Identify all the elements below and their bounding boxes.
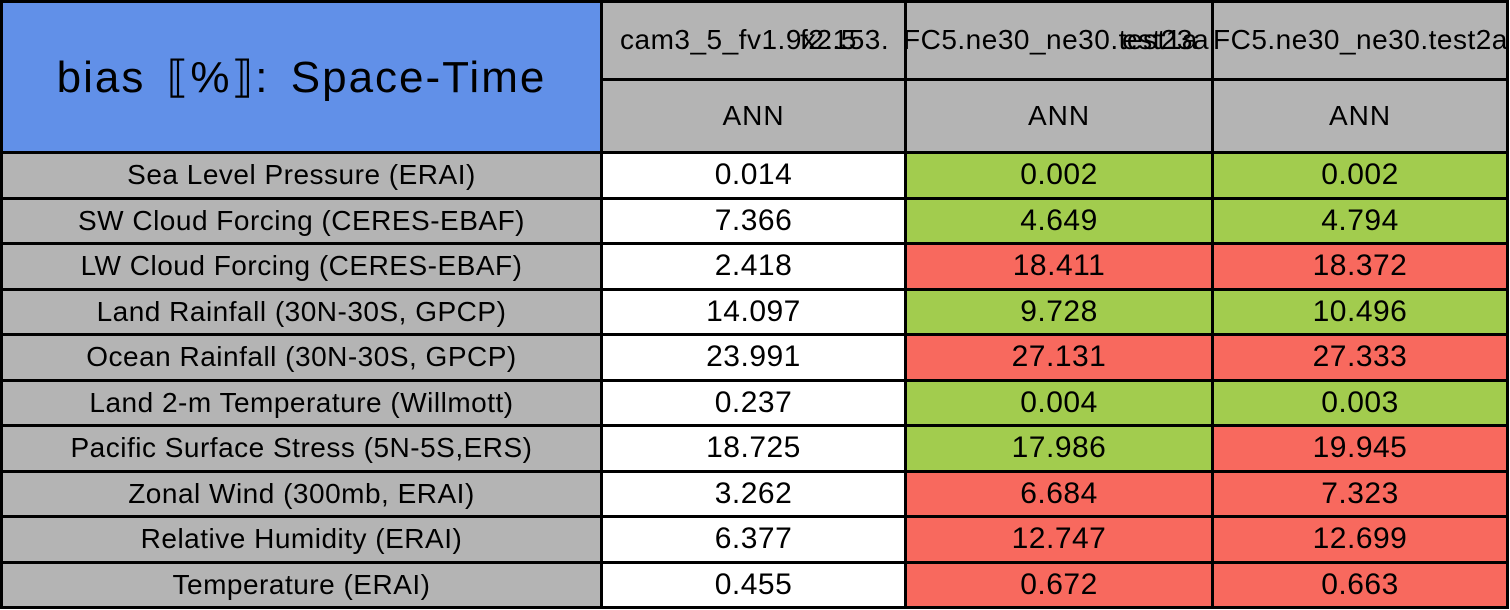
row-label: Land Rainfall (30N-30S, GPCP) <box>96 295 507 327</box>
value-cell: 10.496 <box>1214 290 1506 333</box>
value-cell: 0.002 <box>907 154 1211 197</box>
header-case-cell-2 <box>907 3 1211 78</box>
cell-value: 14.097 <box>706 294 801 328</box>
row-label: Sea Level Pressure (ERAI) <box>127 159 476 191</box>
cell-value: 27.333 <box>1312 340 1408 374</box>
value-cell: 3.262 <box>603 472 904 515</box>
header-season-cell-1: ANN <box>603 81 904 151</box>
cell-value: 6.377 <box>714 522 793 556</box>
value-cell: 7.366 <box>603 199 904 242</box>
value-cell: 7.323 <box>1214 472 1506 515</box>
value-cell: 9.728 <box>907 290 1211 333</box>
row-label: SW Cloud Forcing (CERES-EBAF) <box>77 204 526 236</box>
row-label-cell: Relative Humidity (ERAI) <box>3 518 600 561</box>
cell-value: 0.672 <box>1020 567 1098 601</box>
cell-value: 10.496 <box>1312 294 1408 328</box>
cell-value: 12.699 <box>1312 522 1408 556</box>
row-label-cell: Temperature (ERAI) <box>3 563 600 606</box>
value-cell: 0.672 <box>907 563 1211 606</box>
cell-value: 0.663 <box>1321 567 1399 601</box>
row-label-cell: SW Cloud Forcing (CERES-EBAF) <box>3 199 600 242</box>
cell-value: 18.725 <box>706 431 801 465</box>
row-label: Temperature (ERAI) <box>172 568 431 600</box>
value-cell: 19.945 <box>1214 427 1506 470</box>
value-cell: 12.747 <box>907 518 1211 561</box>
cell-value: 18.372 <box>1312 249 1408 283</box>
season-label: ANN <box>1027 100 1091 131</box>
cell-value: 7.323 <box>1321 476 1399 510</box>
row-label: Ocean Rainfall (30N-30S, GPCP) <box>86 341 517 373</box>
table-title: bias ⟦%⟧: Space-Time <box>56 52 547 102</box>
row-label-cell: Pacific Surface Stress (5N-5S,ERS) <box>3 427 600 470</box>
row-label-cell: Sea Level Pressure (ERAI) <box>3 154 600 197</box>
header-case-cell-3 <box>1214 3 1506 78</box>
value-cell: 17.986 <box>907 427 1211 470</box>
value-cell: 23.991 <box>603 336 904 379</box>
header-season-cell-2: ANN <box>907 81 1211 151</box>
value-cell: 4.794 <box>1214 199 1506 242</box>
value-cell: 0.002 <box>1214 154 1506 197</box>
row-label: Pacific Surface Stress (5N-5S,ERS) <box>70 432 533 464</box>
row-label-cell: Land Rainfall (30N-30S, GPCP) <box>3 290 600 333</box>
cell-value: 12.747 <box>1011 522 1107 556</box>
cell-value: 0.004 <box>1020 385 1098 419</box>
value-cell: 18.411 <box>907 245 1211 288</box>
row-label-cell: LW Cloud Forcing (CERES-EBAF) <box>3 245 600 288</box>
cell-value: 3.262 <box>714 476 793 510</box>
value-cell: 6.377 <box>603 518 904 561</box>
row-label: Relative Humidity (ERAI) <box>140 523 463 555</box>
cell-value: 19.945 <box>1312 431 1408 465</box>
row-label: LW Cloud Forcing (CERES-EBAF) <box>80 250 523 282</box>
value-cell: 0.014 <box>603 154 904 197</box>
row-label-cell: Zonal Wind (300mb, ERAI) <box>3 472 600 515</box>
row-label-cell: Ocean Rainfall (30N-30S, GPCP) <box>3 336 600 379</box>
value-cell: 27.333 <box>1214 336 1506 379</box>
value-cell: 14.097 <box>603 290 904 333</box>
value-cell: 18.725 <box>603 427 904 470</box>
cell-value: 17.986 <box>1011 431 1107 465</box>
cell-value: 27.131 <box>1011 340 1107 374</box>
value-cell: 27.131 <box>907 336 1211 379</box>
cell-value: 9.728 <box>1020 294 1098 328</box>
value-cell: 4.649 <box>907 199 1211 242</box>
value-cell: 18.372 <box>1214 245 1506 288</box>
row-label: Land 2-m Temperature (Willmott) <box>89 386 514 418</box>
season-label: ANN <box>1328 100 1392 131</box>
cell-value: 0.237 <box>714 385 793 419</box>
header-case-cell-1 <box>603 3 904 78</box>
value-cell: 2.418 <box>603 245 904 288</box>
value-cell: 12.699 <box>1214 518 1506 561</box>
cell-value: 7.366 <box>714 203 793 237</box>
cell-value: 2.418 <box>714 249 793 283</box>
row-label: Zonal Wind (300mb, ERAI) <box>128 477 475 509</box>
header-season-cell-3: ANN <box>1214 81 1506 151</box>
cell-value: 0.003 <box>1321 385 1399 419</box>
cell-value: 0.002 <box>1020 158 1098 192</box>
table-title-cell: bias ⟦%⟧: Space-Time <box>3 3 600 151</box>
cell-value: 6.684 <box>1020 476 1098 510</box>
value-cell: 6.684 <box>907 472 1211 515</box>
cell-value: 0.455 <box>714 567 793 601</box>
cell-value: 4.794 <box>1321 203 1399 237</box>
value-cell: 0.455 <box>603 563 904 606</box>
row-label-cell: Land 2-m Temperature (Willmott) <box>3 381 600 424</box>
cell-value: 0.014 <box>714 158 793 192</box>
cell-value: 0.002 <box>1321 158 1399 192</box>
value-cell: 0.237 <box>603 381 904 424</box>
value-cell: 0.004 <box>907 381 1211 424</box>
value-cell: 0.003 <box>1214 381 1506 424</box>
value-cell: 0.663 <box>1214 563 1506 606</box>
cell-value: 18.411 <box>1012 249 1106 283</box>
cell-value: 4.649 <box>1020 203 1098 237</box>
season-label: ANN <box>722 100 785 131</box>
cell-value: 23.991 <box>706 340 801 374</box>
